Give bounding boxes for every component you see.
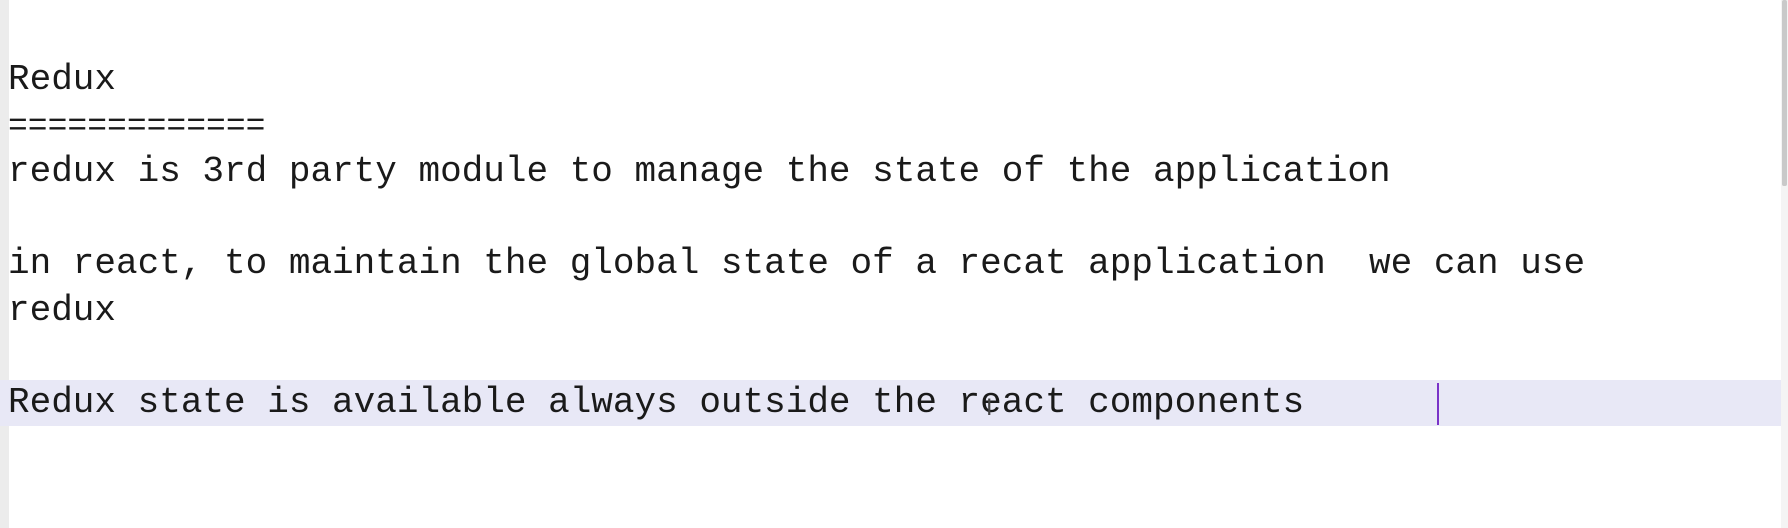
editor-current-line[interactable]: Redux state is available always outside … [0,380,1781,426]
editor-line-redux-word[interactable]: redux [8,290,117,331]
vertical-scrollbar[interactable] [1781,0,1788,528]
editor-line-underline[interactable]: ============= [8,108,266,145]
editor-line-react-usage[interactable]: in react, to maintain the global state o… [8,243,1586,284]
text-caret [1437,383,1439,425]
ibeam-cursor-icon: I [986,396,993,421]
editor-line-heading[interactable]: Redux [8,59,117,100]
gutter-edge [0,0,9,528]
scrollbar-thumb[interactable] [1782,0,1787,186]
editor-line-definition[interactable]: redux is 3rd party module to manage the … [8,151,1391,192]
